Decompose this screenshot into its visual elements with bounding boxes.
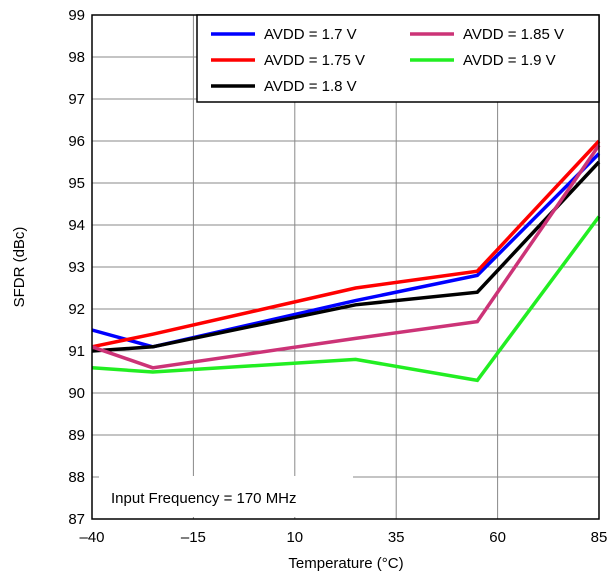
legend-label-3: AVDD = 1.8 V <box>264 78 357 95</box>
x-tick-label: –40 <box>79 529 104 546</box>
legend-box <box>196 14 600 103</box>
x-tick-label: 10 <box>286 529 303 546</box>
y-axis-label: SFDR (dBc) <box>11 227 28 308</box>
y-tick-label: 94 <box>68 217 85 234</box>
y-tick-labels: 87 88 89 90 91 92 93 94 95 96 97 98 99 <box>68 7 85 528</box>
y-tick-label: 90 <box>68 385 85 402</box>
y-tick-label: 92 <box>68 301 85 318</box>
x-tick-label: 35 <box>388 529 405 546</box>
legend-label-2: AVDD = 1.75 V <box>264 52 365 69</box>
x-tick-label: 60 <box>489 529 506 546</box>
legend-label-1: AVDD = 1.7 V <box>264 26 357 43</box>
series-line-3 <box>91 160 601 353</box>
legend-label-5: AVDD = 1.9 V <box>463 52 556 69</box>
series-line-5 <box>91 215 601 383</box>
series-line-4 <box>91 144 601 370</box>
y-tick-label: 87 <box>68 511 85 528</box>
y-tick-label: 93 <box>68 259 85 276</box>
x-tick-label: 85 <box>591 529 608 546</box>
x-axis-label: Temperature (°C) <box>288 555 403 572</box>
y-tick-label: 97 <box>68 91 85 108</box>
y-tick-label: 89 <box>68 427 85 444</box>
y-tick-label: 95 <box>68 175 85 192</box>
series-lines <box>91 139 601 383</box>
x-tick-labels: –40 –15 10 35 60 85 <box>79 529 607 546</box>
annotation-background <box>99 476 353 517</box>
legend-label-4: AVDD = 1.85 V <box>463 26 564 43</box>
series-line-2 <box>91 139 601 349</box>
y-tick-label: 98 <box>68 49 85 66</box>
y-tick-label: 96 <box>68 133 85 150</box>
series-line-1 <box>91 152 601 349</box>
legend: AVDD = 1.7 V AVDD = 1.75 V AVDD = 1.8 V AVD… <box>196 14 600 103</box>
x-tick-label: –15 <box>181 529 206 546</box>
y-tick-label: 99 <box>68 7 85 24</box>
y-tick-label: 91 <box>68 343 85 360</box>
input-frequency-annotation: Input Frequency = 170 MHz <box>111 490 297 507</box>
y-tick-label: 88 <box>68 469 85 486</box>
annotation-box: Input Frequency = 170 MHz <box>99 476 353 517</box>
